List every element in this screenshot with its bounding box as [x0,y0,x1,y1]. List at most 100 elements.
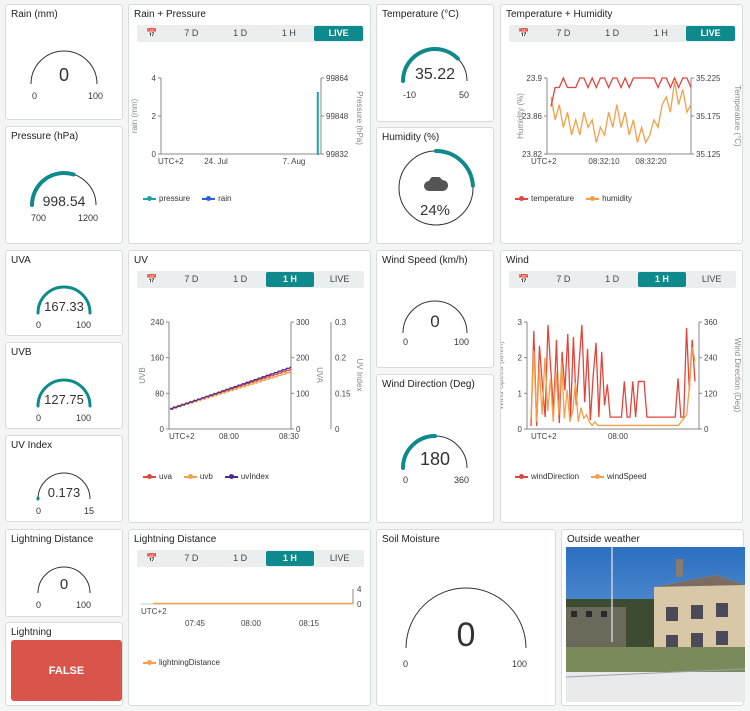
gauge-min: -10 [403,90,417,100]
tab-7d[interactable]: 7 D [184,274,199,284]
temperature-gauge [377,43,493,89]
gauge-track [405,587,527,649]
soil-moisture-card: Soil Moisture 0 0 100 [376,529,556,706]
gauge-fill [30,171,76,207]
gauge-fill [36,378,92,408]
gauge-track [37,566,91,594]
gauge-value: 180 [419,449,451,469]
x-tick-label: UTC+2 [531,157,557,166]
calendar-icon[interactable]: 📅 [518,274,530,284]
calendar-icon[interactable]: 📅 [518,28,530,38]
tab-7d[interactable]: 7 D [184,553,199,563]
gauge-max: 15 [84,506,95,516]
tab-7d[interactable]: 7 D [184,28,199,38]
rain-gauge [6,45,122,91]
soil-moisture-gauge [377,582,555,654]
y-left-tick-label: 3 [518,318,523,327]
legend-item-windspeed[interactable]: windSpeed [591,472,647,481]
tab-live[interactable]: LIVE [329,274,350,284]
gauge-max: 100 [76,320,92,330]
y-right2-tick-label: 0.2 [335,354,347,363]
y-left-tick-label: 1 [518,389,523,398]
card-title: Lightning [11,627,52,638]
tab-live[interactable]: LIVE [686,26,735,41]
tab-1d[interactable]: 1 D [233,553,248,563]
chart-legend: windDirection windSpeed [515,472,647,481]
card-title: Outside weather [567,534,640,545]
x-tick-label: 24. Jul [204,157,228,166]
rain-pressure-card: Rain + Pressure 📅 7 D 1 D 1 H LIVE 4 2 0 99… [128,4,371,244]
uvb-gauge [6,374,122,410]
tab-1h[interactable]: 1 H [281,28,296,38]
tab-1h[interactable]: 1 H [637,272,687,287]
calendar-icon[interactable]: 📅 [146,274,158,284]
tab-1d[interactable]: 1 D [605,274,620,284]
tab-live[interactable]: LIVE [329,553,350,563]
card-title: Soil Moisture [382,534,440,545]
card-title: Lightning Distance [11,534,94,545]
tab-1d[interactable]: 1 D [233,274,248,284]
y-right-tick-label: 0 [357,600,362,609]
card-title: UV Index [11,440,53,451]
wind-speed-card: Wind Speed (km/h) 0 0 100 [376,250,494,368]
tab-1h[interactable]: 1 H [653,28,668,38]
calendar-icon[interactable]: 📅 [146,553,158,563]
y-left-axis-label: rain (mm) [130,99,139,134]
lightning-status: FALSE [11,640,122,701]
card-title: Lightning Distance [134,534,217,545]
legend-label: uva [159,472,172,481]
card-title: Rain (mm) [11,9,58,20]
y-right2-tick-label: 0 [335,425,340,434]
y-right-axis-label: UVA [315,367,324,384]
calendar-icon[interactable]: 📅 [146,28,158,38]
legend-item-uva[interactable]: uva [143,472,172,481]
tab-1h[interactable]: 1 H [265,272,315,287]
legend-label: uvb [199,472,213,481]
legend-item-rain[interactable]: rain [202,194,231,203]
gauge-value: 0 [58,65,69,85]
tab-live[interactable]: LIVE [314,26,363,41]
tab-1d[interactable]: 1 D [233,28,248,38]
y-right-axis-label: Wind Direction (Deg) [733,338,742,413]
gauge-min: 0 [36,413,42,423]
legend-item-uvindex[interactable]: uvIndex [224,472,269,481]
gauge-value: 127.75 [44,392,84,407]
uv-card: UV 📅 7 D 1 D 1 H LIVE 240 160 80 0 300 200 100… [128,250,371,523]
y-left-tick-label: 240 [151,318,165,327]
chart-legend: uva uvb uvIndex [143,472,269,481]
legend-label: rain [218,194,232,203]
card-title: Rain + Pressure [134,9,206,20]
legend-item-lightningdistance[interactable]: lightningDistance [143,658,220,667]
rain-card: Rain (mm) 0 0 100 [5,4,123,120]
winddirection-series [530,324,696,427]
x-tick-label: 07:45 [185,619,206,628]
gauge-max: 1200 [78,213,99,223]
tab-live[interactable]: LIVE [701,274,722,284]
y-right-tick-label: 99832 [326,150,349,159]
tab-1h[interactable]: 1 H [265,551,315,566]
gauge-min: 700 [31,213,47,223]
y-right-tick-label: 35.125 [696,150,721,159]
uvb-card: UVB 127.75 0 100 [5,342,123,429]
gauge-value: 35.22 [414,66,456,83]
gauge-arc [36,285,92,315]
uvindex-series [169,366,292,410]
legend-item-uvb[interactable]: uvb [183,472,213,481]
y-left-axis-label: Wind Speed (km/h) [501,341,505,410]
tab-7d[interactable]: 7 D [556,274,571,284]
legend-item-humidity[interactable]: humidity [586,194,632,203]
card-title: Temperature + Humidity [506,9,613,20]
y-right-tick-label: 0 [296,425,301,434]
y-right-tick-label: 35.225 [696,74,721,83]
legend-label: uvIndex [240,472,269,481]
legend-item-pressure[interactable]: pressure [143,194,190,203]
legend-item-temperature[interactable]: temperature [515,194,574,203]
tab-7d[interactable]: 7 D [556,28,571,38]
gauge-value: 0 [59,576,69,593]
gauge-track [402,300,468,334]
legend-item-winddirection[interactable]: windDirection [515,472,579,481]
y-right-tick-label: 100 [296,389,310,398]
tab-1d[interactable]: 1 D [605,28,620,38]
gauge-arc [30,50,98,85]
temperature-series [550,76,692,107]
